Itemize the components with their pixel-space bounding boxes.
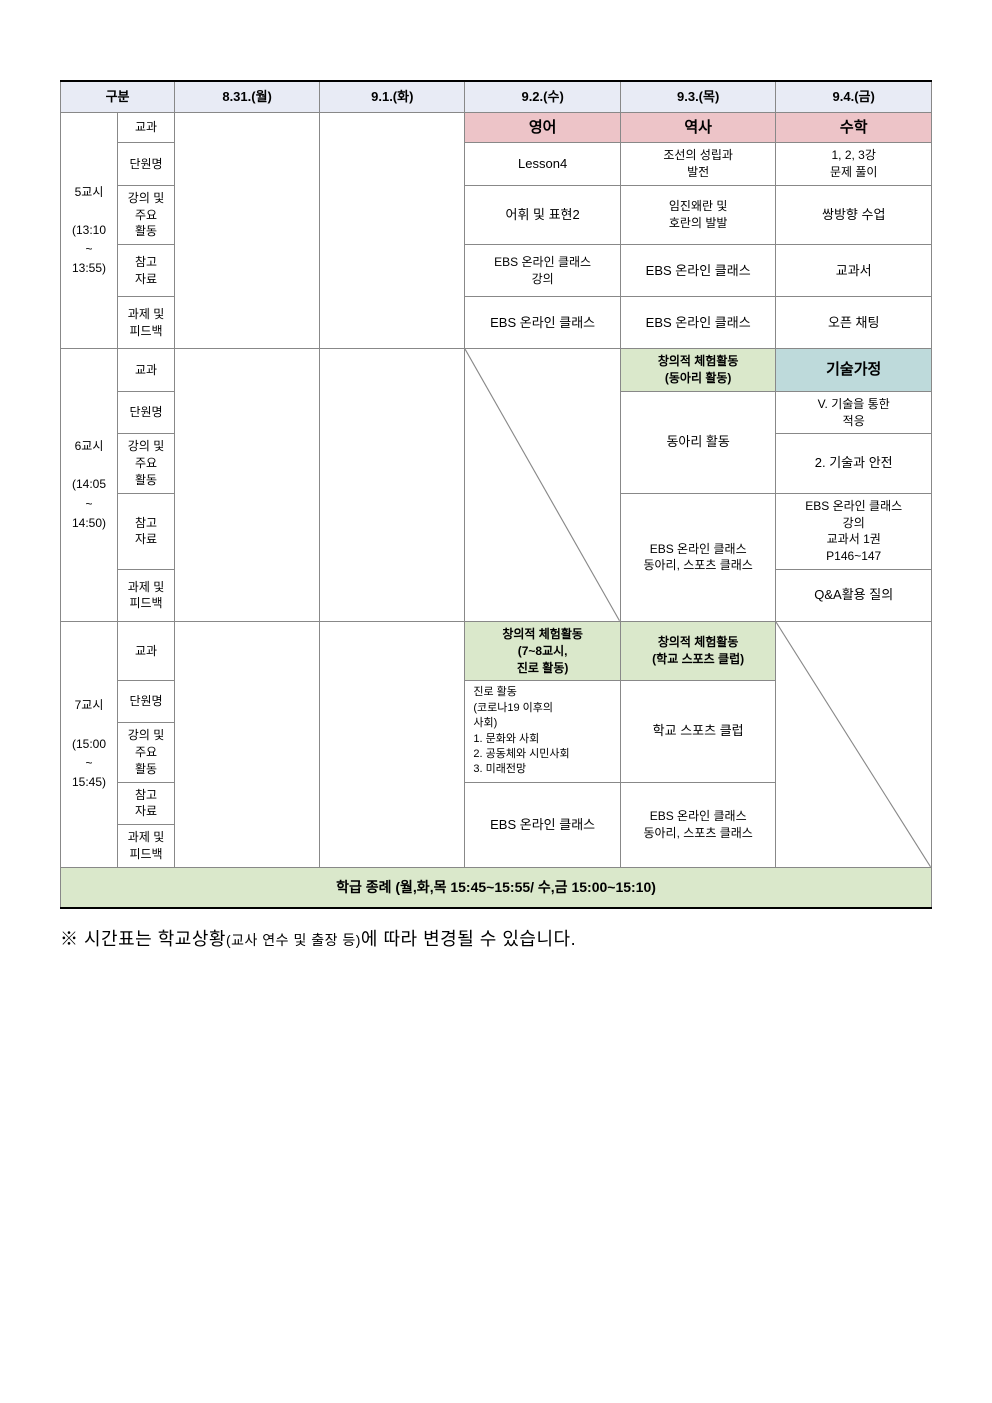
footnote-prefix: ※ 시간표는 학교상황: [60, 929, 226, 949]
p7-fri-diagonal: [776, 621, 932, 867]
timetable: 구분 8.31.(월) 9.1.(화) 9.2.(수) 9.3.(목) 9.4.…: [60, 80, 932, 909]
p5-thu-reference: EBS 온라인 클래스: [620, 245, 776, 297]
p6-fri-reference: EBS 온라인 클래스 강의 교과서 1권 P146~147: [776, 493, 932, 569]
p5-mon-empty: [175, 113, 320, 349]
row-label-reference-6: 참고 자료: [118, 493, 175, 569]
p6-tue-empty: [320, 349, 465, 622]
p6-wed-diagonal: [465, 349, 621, 622]
header-day-mon: 8.31.(월): [175, 81, 320, 113]
p6-thu-subject: 창의적 체험활동 (동아리 활동): [620, 349, 776, 392]
p5-fri-reference: 교과서: [776, 245, 932, 297]
p7-wed-ref-feedback: EBS 온라인 클래스: [465, 782, 621, 867]
header-day-fri: 9.4.(금): [776, 81, 932, 113]
p7-wed-subject: 창의적 체험활동 (7~8교시, 진로 활동): [465, 621, 621, 680]
p6-fri-activity: 2. 기술과 안전: [776, 434, 932, 493]
row-label-subject-6: 교과: [118, 349, 175, 392]
row-label-reference: 참고 자료: [118, 245, 175, 297]
p5-wed-subject: 영어: [465, 113, 621, 143]
p5-wed-feedback: EBS 온라인 클래스: [465, 297, 621, 349]
p6-fri-unit: V. 기술을 통한 적응: [776, 391, 932, 434]
p7-wed-merged: 진로 활동 (코로나19 이후의 사회) 1. 문화와 사회 2. 공동체와 시…: [465, 681, 621, 782]
p7-thu-subject: 창의적 체험활동 (학교 스포츠 클럽): [620, 621, 776, 680]
p5-fri-feedback: 오픈 채팅: [776, 297, 932, 349]
row-label-unit-7: 단원명: [118, 681, 175, 723]
header-day-wed: 9.2.(수): [465, 81, 621, 113]
p7-thu-ref-feedback: EBS 온라인 클래스 동아리, 스포츠 클래스: [620, 782, 776, 867]
p5-fri-unit: 1, 2, 3강 문제 풀이: [776, 143, 932, 186]
row-label-unit: 단원명: [118, 143, 175, 186]
row-label-activity-7: 강의 및 주요 활동: [118, 723, 175, 782]
row-label-feedback-7: 과제 및 피드백: [118, 825, 175, 868]
period-6-label: 6교시 (14:05 ~ 14:50): [61, 349, 118, 622]
p6-thu-merged: 동아리 활동: [620, 391, 776, 493]
footnote: ※ 시간표는 학교상황(교사 연수 및 출장 등)에 따라 변경될 수 있습니다…: [60, 925, 932, 951]
header-day-tue: 9.1.(화): [320, 81, 465, 113]
p5-thu-subject: 역사: [620, 113, 776, 143]
footer-text: 학급 종례 (월,화,목 15:45~15:55/ 수,금 15:00~15:1…: [61, 867, 932, 908]
row-label-feedback: 과제 및 피드백: [118, 297, 175, 349]
row-label-unit-6: 단원명: [118, 391, 175, 434]
p5-thu-unit: 조선의 성립과 발전: [620, 143, 776, 186]
p6-fri-feedback: Q&A활용 질의: [776, 569, 932, 621]
p7-thu-merged: 학교 스포츠 클럽: [620, 681, 776, 782]
header-row: 구분 8.31.(월) 9.1.(화) 9.2.(수) 9.3.(목) 9.4.…: [61, 81, 932, 113]
row-label-subject-7: 교과: [118, 621, 175, 680]
row-label-subject: 교과: [118, 113, 175, 143]
row-label-activity: 강의 및 주요 활동: [118, 185, 175, 244]
header-gubun: 구분: [61, 81, 175, 113]
p7-tue-empty: [320, 621, 465, 867]
p5-wed-reference: EBS 온라인 클래스 강의: [465, 245, 621, 297]
p5-thu-activity: 임진왜란 및 호란의 발발: [620, 185, 776, 244]
footnote-small: (교사 연수 및 출장 등): [226, 932, 361, 948]
row-label-activity-6: 강의 및 주요 활동: [118, 434, 175, 493]
p6-mon-empty: [175, 349, 320, 622]
row-label-reference-7: 참고 자료: [118, 782, 175, 825]
p7-mon-empty: [175, 621, 320, 867]
p5-tue-empty: [320, 113, 465, 349]
p5-fri-activity: 쌍방향 수업: [776, 185, 932, 244]
period-5-label: 5교시 (13:10 ~ 13:55): [61, 113, 118, 349]
p5-wed-unit: Lesson4: [465, 143, 621, 186]
p6-thu-ref-feedback: EBS 온라인 클래스 동아리, 스포츠 클래스: [620, 493, 776, 621]
period-7-label: 7교시 (15:00 ~ 15:45): [61, 621, 118, 867]
p5-fri-subject: 수학: [776, 113, 932, 143]
p5-wed-activity: 어휘 및 표현2: [465, 185, 621, 244]
row-label-feedback-6: 과제 및 피드백: [118, 569, 175, 621]
footnote-suffix: 에 따라 변경될 수 있습니다.: [361, 929, 576, 949]
p6-fri-subject: 기술가정: [776, 349, 932, 392]
p5-thu-feedback: EBS 온라인 클래스: [620, 297, 776, 349]
header-day-thu: 9.3.(목): [620, 81, 776, 113]
